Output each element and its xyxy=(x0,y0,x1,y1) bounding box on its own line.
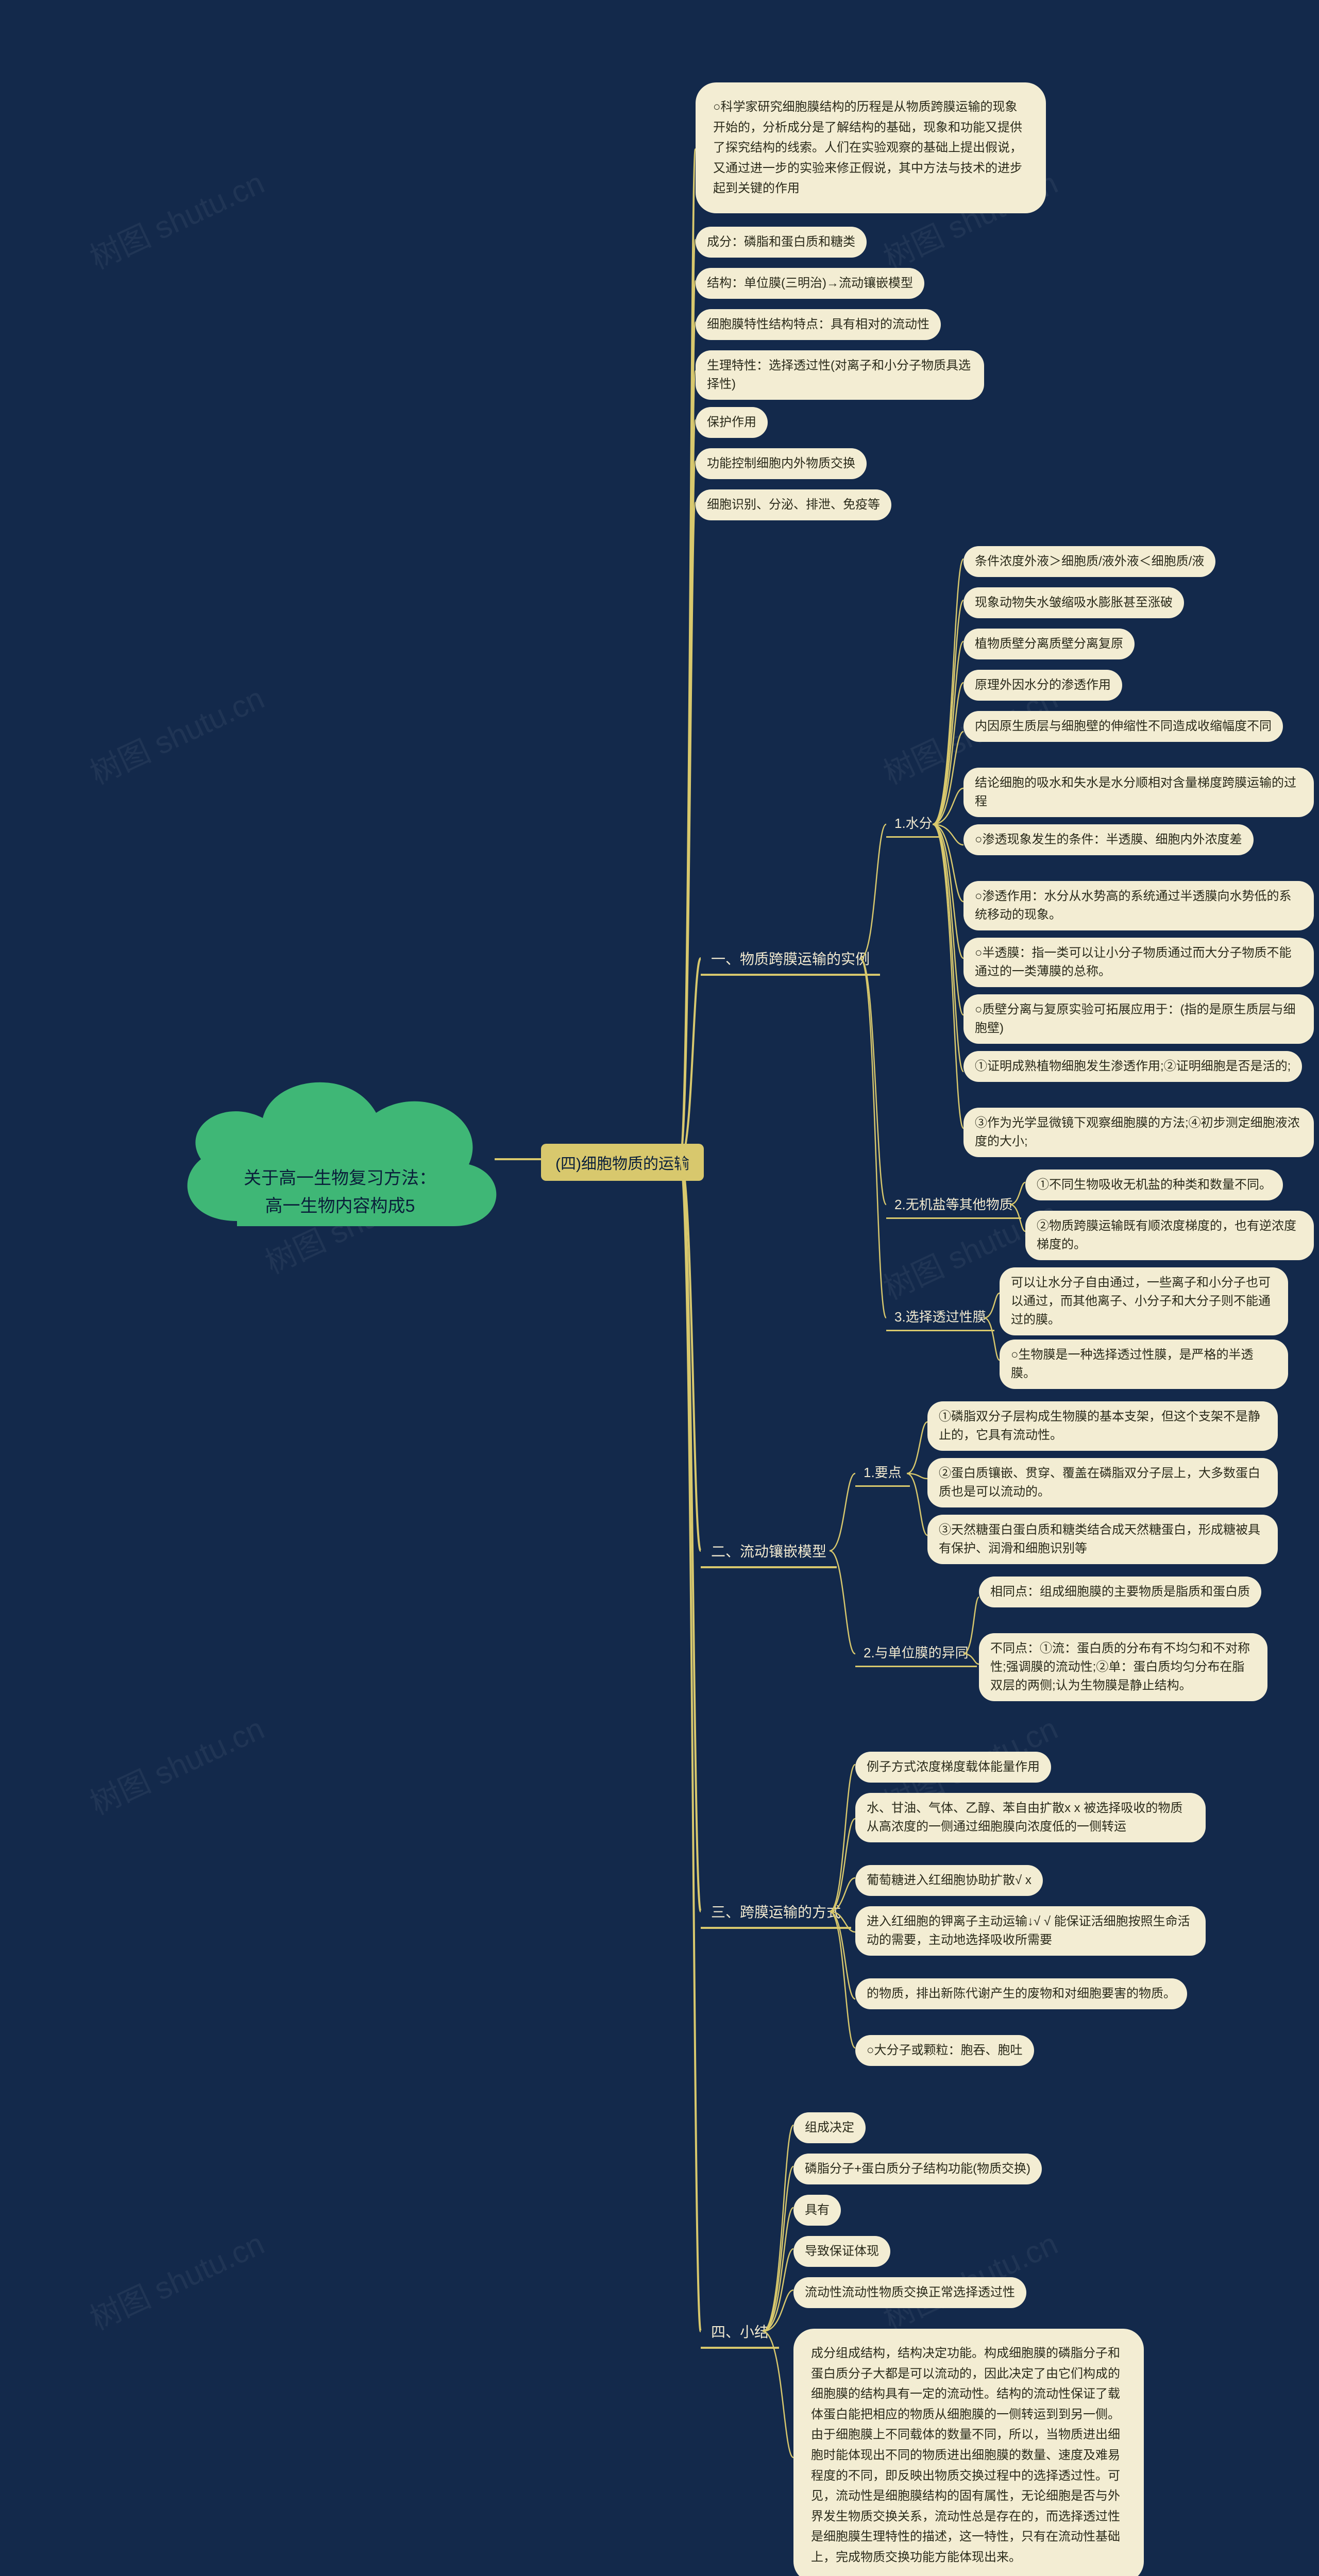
leaf: 现象动物失水皱缩吸水膨胀甚至涨破 xyxy=(963,587,1184,618)
pre-leaf: 生理特性：选择透过性(对离子和小分子物质具选择性) xyxy=(696,350,984,400)
leaf: 水、甘油、气体、乙醇、苯自由扩散x x 被选择吸收的物质从高浓度的一侧通过细胞膜… xyxy=(855,1793,1206,1842)
section-4: 四、小结 xyxy=(701,2316,779,2349)
leaf: ①不同生物吸收无机盐的种类和数量不同。 xyxy=(1025,1170,1283,1200)
watermark: 树图 shutu.cn xyxy=(82,158,270,278)
leaf: 组成决定 xyxy=(793,2112,866,2143)
leaf: 条件浓度外液＞细胞质/液外液＜细胞质/液 xyxy=(963,546,1215,577)
watermark: 树图 shutu.cn xyxy=(82,1704,270,1823)
sub-1-2: 2.无机盐等其他物质 xyxy=(886,1190,1021,1219)
pre-leaf: 细胞识别、分泌、排泄、免疫等 xyxy=(696,489,891,520)
leaf: 可以让水分子自由通过，一些离子和小分子也可以通过，而其他离子、小分子和大分子则不… xyxy=(1000,1267,1288,1335)
leaf: 具有 xyxy=(793,2195,841,2226)
pre-leaf: 成分：磷脂和蛋白质和糖类 xyxy=(696,227,867,258)
pre-leaf: 结构：单位膜(三明治)→流动镶嵌模型 xyxy=(696,268,924,299)
intro-box: ○科学家研究细胞膜结构的历程是从物质跨膜运输的现象开始的，分析成分是了解结构的基… xyxy=(696,82,1046,213)
leaf: ②物质跨膜运输既有顺浓度梯度的，也有逆浓度梯度的。 xyxy=(1025,1211,1314,1260)
leaf: 原理外因水分的渗透作用 xyxy=(963,670,1122,701)
leaf: 相同点：组成细胞膜的主要物质是脂质和蛋白质 xyxy=(979,1577,1261,1607)
sub-2-2: 2.与单位膜的异同 xyxy=(855,1638,977,1667)
leaf: 磷脂分子+蛋白质分子结构功能(物质交换) xyxy=(793,2154,1042,2184)
leaf: ②蛋白质镶嵌、贯穿、覆盖在磷脂双分子层上，大多数蛋白质也是可以流动的。 xyxy=(927,1458,1278,1507)
pre-leaf: 功能控制细胞内外物质交换 xyxy=(696,448,867,479)
leaf: 导致保证体现 xyxy=(793,2236,890,2267)
leaf: ○生物膜是一种选择透过性膜，是严格的半透膜。 xyxy=(1000,1340,1288,1389)
root-cloud: 关于高一生物复习方法： 高一生物内容构成5 xyxy=(165,1056,515,1262)
leaf: ○渗透作用：水分从水势高的系统通过半透膜向水势低的系统移动的现象。 xyxy=(963,881,1314,930)
cloud-icon xyxy=(165,1056,515,1262)
root-line2: 高一生物内容构成5 xyxy=(165,1192,515,1220)
section-2: 二、流动镶嵌模型 xyxy=(701,1535,837,1568)
section-3: 三、跨膜运输的方式 xyxy=(701,1896,851,1929)
leaf: ①证明成熟植物细胞发生渗透作用;②证明细胞是否是活的; xyxy=(963,1051,1302,1082)
main-node: (四)细胞物质的运输 xyxy=(541,1144,704,1181)
leaf: ○半透膜：指一类可以让小分子物质通过而大分子物质不能通过的一类薄膜的总称。 xyxy=(963,938,1314,987)
leaf: 结论细胞的吸水和失水是水分顺相对含量梯度跨膜运输的过程 xyxy=(963,768,1314,817)
leaf: ③天然糖蛋白蛋白质和糖类结合成天然糖蛋白，形成糖被具有保护、润滑和细胞识别等 xyxy=(927,1515,1278,1564)
watermark: 树图 shutu.cn xyxy=(82,673,270,793)
sub-1-3: 3.选择透过性膜 xyxy=(886,1302,994,1331)
leaf: 流动性流动性物质交换正常选择透过性 xyxy=(793,2277,1026,2308)
leaf: 内因原生质层与细胞壁的伸缩性不同造成收缩幅度不同 xyxy=(963,711,1283,742)
leaf: 例子方式浓度梯度载体能量作用 xyxy=(855,1752,1051,1783)
leaf: 的物质，排出新陈代谢产生的废物和对细胞要害的物质。 xyxy=(855,1978,1187,2009)
summary-box: 成分组成结构，结构决定功能。构成细胞膜的磷脂分子和蛋白质分子大都是可以流动的，因… xyxy=(793,2329,1144,2576)
leaf: 葡萄糖进入红细胞协助扩散√ x xyxy=(855,1865,1043,1896)
leaf: ○质壁分离与复原实验可拓展应用于：(指的是原生质层与细胞壁) xyxy=(963,994,1314,1044)
leaf: 植物质壁分离质壁分离复原 xyxy=(963,629,1135,659)
sub-2-1: 1.要点 xyxy=(855,1458,910,1487)
section-1: 一、物质跨膜运输的实例 xyxy=(701,943,880,976)
pre-leaf: 保护作用 xyxy=(696,407,768,438)
leaf: ○大分子或颗粒：胞吞、胞吐 xyxy=(855,2035,1034,2066)
leaf: ①磷脂双分子层构成生物膜的基本支架，但这个支架不是静止的，它具有流动性。 xyxy=(927,1401,1278,1451)
sub-1-1: 1.水分 xyxy=(886,809,941,838)
pre-leaf: 细胞膜特性结构特点：具有相对的流动性 xyxy=(696,309,941,340)
watermark: 树图 shutu.cn xyxy=(82,2219,270,2338)
root-title: 关于高一生物复习方法： 高一生物内容构成5 xyxy=(165,1164,515,1221)
leaf: 不同点：①流：蛋白质的分布有不均匀和不对称性;强调膜的流动性;②单：蛋白质均匀分… xyxy=(979,1633,1267,1701)
leaf: ③作为光学显微镜下观察细胞膜的方法;④初步测定细胞液浓度的大小; xyxy=(963,1108,1314,1157)
leaf: ○渗透现象发生的条件：半透膜、细胞内外浓度差 xyxy=(963,824,1254,855)
root-line1: 关于高一生物复习方法： xyxy=(165,1164,515,1192)
leaf: 进入红细胞的钾离子主动运输↓√ √ 能保证活细胞按照生命活动的需要，主动地选择吸… xyxy=(855,1906,1206,1956)
